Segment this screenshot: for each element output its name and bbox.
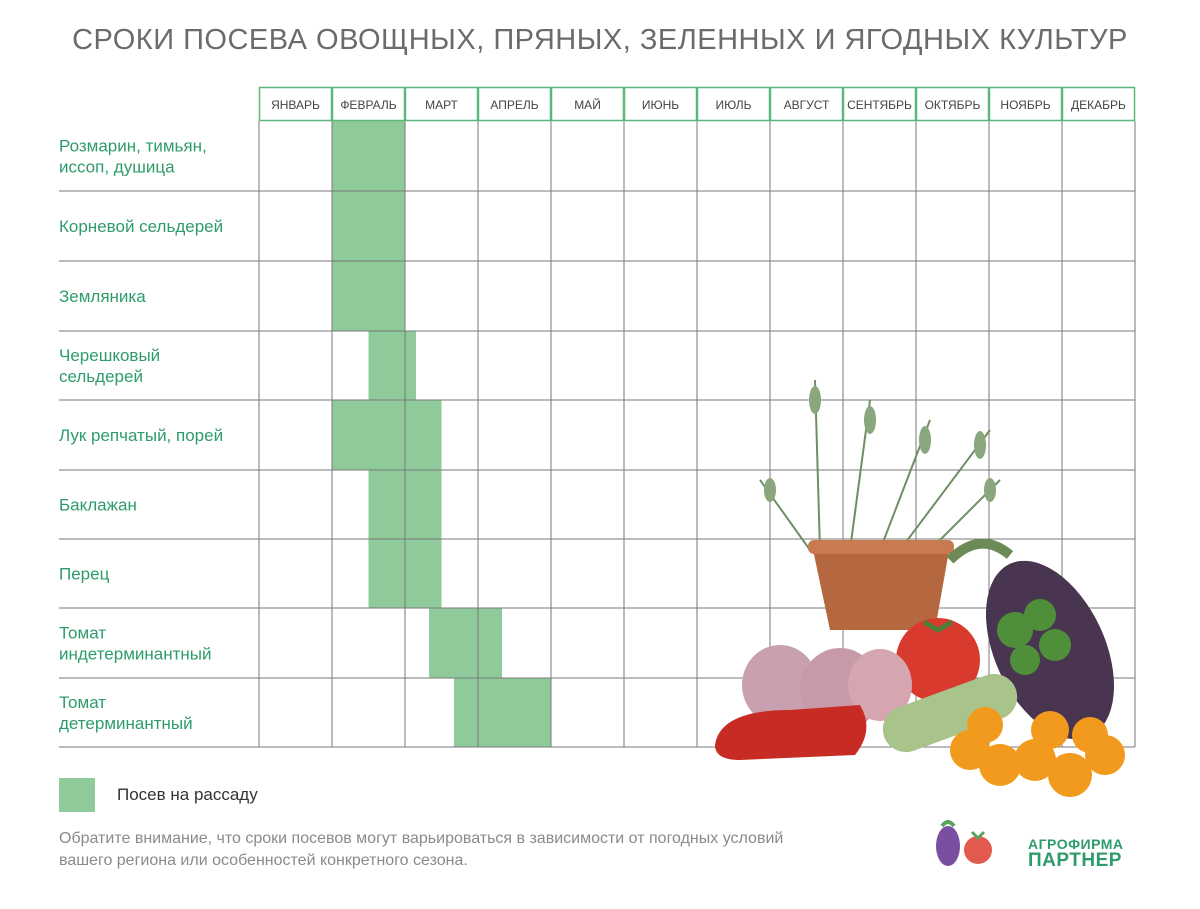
crop-label: Томат bbox=[59, 693, 106, 712]
month-label: ОКТЯБРЬ bbox=[925, 98, 981, 112]
month-header-cell bbox=[769, 86, 844, 122]
month-label: ЯНВАРЬ bbox=[271, 98, 320, 112]
sowing-bar bbox=[332, 400, 442, 470]
sowing-bar bbox=[332, 191, 405, 261]
month-label: МАЙ bbox=[574, 97, 601, 112]
crop-label: Розмарин, тимьян, bbox=[59, 137, 207, 156]
vegetables-illustration bbox=[715, 379, 1125, 797]
crop-label: детерминантный bbox=[59, 714, 193, 733]
legend-label: Посев на рассаду bbox=[117, 785, 258, 804]
month-label: АВГУСТ bbox=[784, 98, 830, 112]
month-label: СЕНТЯБРЬ bbox=[847, 98, 912, 112]
month-header-cell bbox=[258, 86, 333, 122]
crop-label: иссоп, душица bbox=[59, 158, 175, 177]
sowing-bar bbox=[368, 331, 416, 400]
month-header-cell bbox=[404, 86, 479, 122]
month-label: ИЮНЬ bbox=[642, 98, 679, 112]
logo-line-2: ПАРТНЕР bbox=[1028, 850, 1122, 871]
month-header-cell bbox=[988, 86, 1063, 122]
sowing-bar bbox=[332, 121, 405, 191]
footnote-line-1: Обратите внимание, что сроки посевов мог… bbox=[59, 830, 784, 847]
legend-swatch bbox=[59, 778, 95, 812]
company-logo bbox=[936, 820, 992, 866]
crop-label: Черешковый bbox=[59, 346, 160, 365]
crop-label: Лук репчатый, порей bbox=[59, 426, 223, 445]
month-label: ДЕКАБРЬ bbox=[1071, 98, 1126, 112]
month-header-cell bbox=[331, 86, 406, 122]
crop-label: Баклажан bbox=[59, 496, 137, 515]
sowing-bar bbox=[332, 261, 405, 331]
footnote-line-2: вашего региона или особенностей конкретн… bbox=[59, 852, 468, 869]
month-label: АПРЕЛЬ bbox=[490, 98, 538, 112]
crop-label: Земляника bbox=[59, 287, 146, 306]
month-label: НОЯБРЬ bbox=[1000, 98, 1050, 112]
month-label: ИЮЛЬ bbox=[716, 98, 752, 112]
crop-label: сельдерей bbox=[59, 367, 143, 386]
crop-label: Корневой сельдерей bbox=[59, 217, 223, 236]
month-header-cell bbox=[477, 86, 552, 122]
sowing-bar bbox=[429, 608, 503, 678]
crop-label: Перец bbox=[59, 565, 110, 584]
month-header-cell bbox=[1061, 86, 1136, 122]
month-header-cell bbox=[915, 86, 990, 122]
crop-label: Томат bbox=[59, 624, 106, 643]
month-header-cell bbox=[550, 86, 625, 122]
month-label: ФЕВРАЛЬ bbox=[340, 98, 396, 112]
month-header-cell bbox=[842, 86, 917, 122]
month-label: МАРТ bbox=[425, 98, 458, 112]
logo-line-1: АГРОФИРМА bbox=[1028, 836, 1124, 852]
page-title: СРОКИ ПОСЕВА ОВОЩНЫХ, ПРЯНЫХ, ЗЕЛЕННЫХ И… bbox=[72, 24, 1128, 56]
sowing-bar bbox=[453, 678, 551, 747]
crop-label: индетерминантный bbox=[59, 645, 212, 664]
month-header-cell bbox=[696, 86, 771, 122]
footnote: Обратите внимание, что сроки посевов мог… bbox=[59, 828, 899, 872]
month-header-cell bbox=[623, 86, 698, 122]
